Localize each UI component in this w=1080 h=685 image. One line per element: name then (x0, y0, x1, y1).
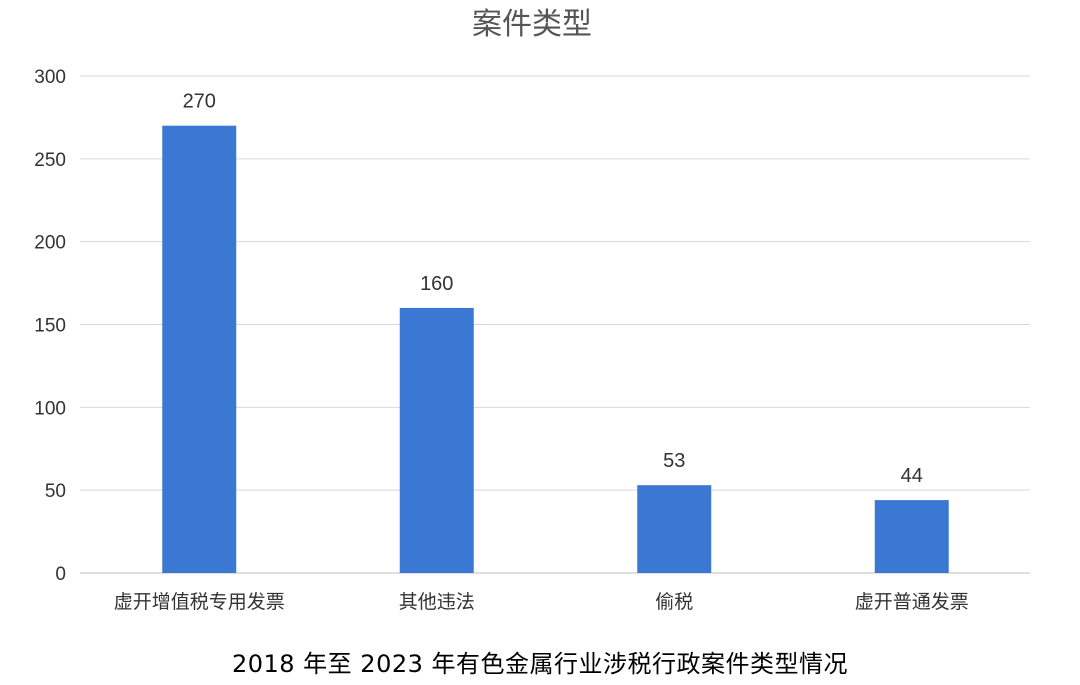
data-label: 44 (901, 465, 923, 487)
data-label: 53 (663, 450, 685, 472)
y-tick-label: 250 (34, 150, 66, 171)
y-tick-label: 150 (34, 316, 66, 337)
x-category-label: 偷税 (655, 591, 693, 613)
x-category-label: 虚开普通发票 (855, 591, 969, 613)
bars (162, 125, 949, 573)
y-tick-label: 0 (55, 564, 66, 585)
chart-title: 案件类型 (472, 7, 592, 42)
gridlines (80, 75, 1030, 574)
y-tick-label: 300 (34, 67, 66, 88)
y-tick-label: 200 (34, 233, 66, 254)
y-tick-label: 50 (45, 481, 66, 502)
y-axis-ticks: 0 50 100 150 200 250 300 (34, 67, 66, 585)
bar (399, 307, 474, 573)
bar (874, 500, 949, 573)
x-axis-categories: 虚开增值税专用发票 其他违法 偷税 虚开普通发票 (114, 591, 969, 613)
data-label: 160 (420, 273, 453, 295)
data-labels: 270 160 53 44 (183, 91, 923, 487)
bar (637, 485, 712, 573)
figure-caption: 2018 年至 2023 年有色金属行业涉税行政案件类型情况 (231, 650, 849, 678)
x-category-label: 虚开增值税专用发票 (114, 591, 285, 613)
x-category-label: 其他违法 (399, 591, 475, 613)
bar (162, 125, 237, 573)
y-tick-label: 100 (34, 398, 66, 419)
data-label: 270 (183, 91, 216, 113)
